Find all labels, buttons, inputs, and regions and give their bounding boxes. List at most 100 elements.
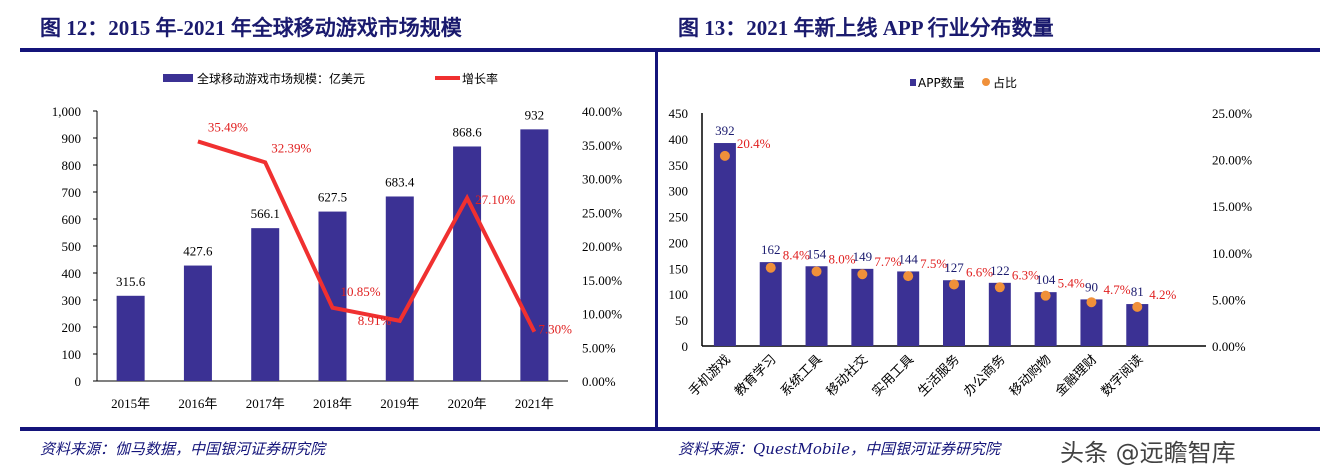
bar-label: 427.6 [183,244,213,259]
y2-tick-label: 5.00% [582,340,616,355]
line-label: 35.49% [208,119,248,134]
line-label: 10.85% [341,284,381,299]
share-dot [1132,301,1143,312]
growth-line [197,139,537,333]
x-tick-label: 教育学习 [731,352,778,399]
bar-label: 627.5 [318,190,347,205]
x-tick-label: 手机游戏 [686,352,733,399]
legend-bar-swatch [163,74,193,82]
share-label: 8.4% [783,248,810,263]
bar [759,262,782,346]
legend-bar-label: 全球移动游戏市场规模：亿美元 [197,71,365,86]
y-tick-label: 50 [675,313,688,328]
x-tick-label: 移动购物 [1006,352,1053,399]
y2-tick-label: 10.00% [1212,246,1252,261]
bar [897,271,920,346]
share-label: 20.4% [737,136,771,151]
x-tick-label: 数字阅读 [1098,352,1145,399]
bar [251,228,280,381]
y2-tick-label: 0.00% [582,374,616,389]
y-tick-label: 400 [62,266,82,281]
y2-tick-label: 20.00% [582,239,622,254]
y-tick-label: 0 [682,339,689,354]
bar-label: 868.6 [452,124,482,139]
y2-tick-label: 0.00% [1212,339,1246,354]
x-tick-label: 2016年 [178,396,217,411]
bar-label: 932 [525,107,545,122]
line-label: 7.30% [538,322,572,337]
bar [520,129,549,381]
y-tick-label: 350 [669,158,689,173]
bar [453,146,482,381]
y-tick-label: 450 [669,106,689,121]
x-tick-label: 2018年 [313,396,352,411]
bar-label: 162 [761,242,781,257]
y2-tick-label: 40.00% [582,104,622,119]
legend-dot-swatch [982,78,990,86]
y-tick-label: 200 [62,320,82,335]
y2-tick-label: 5.00% [1212,292,1246,307]
y-tick-label: 300 [669,184,689,199]
bar-label: 144 [898,251,918,266]
x-tick-label: 办公商务 [961,352,1008,399]
y2-tick-label: 35.00% [582,138,622,153]
bar [988,282,1011,346]
bar-label: 81 [1131,284,1144,299]
x-tick-label: 2021年 [515,396,554,411]
y-tick-label: 600 [62,212,82,227]
bar [713,143,736,346]
legend-line-label: 增长率 [462,71,498,86]
y-tick-label: 250 [669,210,689,225]
bar-label: 122 [990,263,1010,278]
y-tick-label: 300 [62,293,82,308]
left-source: 资料来源：伽马数据，中国银河证券研究院 [40,440,326,458]
bar-label: 315.6 [116,274,146,289]
left-chart-title: 图 12：2015 年-2021 年全球移动游戏市场规模 [40,16,462,40]
x-tick-label: 移动社交 [823,352,870,399]
bar-label: 683.4 [385,174,415,189]
y-tick-label: 900 [62,131,82,146]
bar [1126,304,1149,346]
share-dot [1086,297,1097,308]
bar [805,266,828,346]
legend-bar-swatch [910,79,916,86]
panel-divider [655,50,658,428]
bar [116,295,145,381]
x-tick-label: 2019年 [380,396,419,411]
x-tick-label: 实用工具 [869,352,916,399]
share-label: 6.6% [966,264,993,279]
share-dot [1040,290,1051,301]
line-label: 32.39% [271,140,311,155]
share-label: 7.7% [874,254,901,269]
x-tick-label: 2015年 [111,396,150,411]
bottom-rule [20,427,1320,431]
share-dot [765,262,776,273]
y-tick-label: 100 [62,347,82,362]
legend-bar-label: APP数量 [918,75,965,90]
x-tick-label: 金融理财 [1052,352,1099,399]
line-label: 8.91% [358,313,392,328]
y2-tick-label: 30.00% [582,172,622,187]
y2-tick-label: 15.00% [582,273,622,288]
y2-tick-label: 25.00% [582,205,622,220]
share-label: 6.3% [1012,267,1039,282]
share-dot [857,269,868,280]
legend-dot-label: 占比 [993,75,1017,90]
x-tick-label: 生活服务 [915,352,962,399]
y-tick-label: 700 [62,185,82,200]
share-label: 4.2% [1149,287,1176,302]
x-tick-label: 系统工具 [777,352,824,399]
share-label: 7.5% [920,256,947,271]
y2-tick-label: 25.00% [1212,106,1252,121]
share-dot [949,279,959,290]
y-tick-label: 200 [669,235,689,250]
watermark: 头条 @远瞻智库 [1060,439,1236,467]
top-rule [20,48,1320,52]
y-tick-label: 150 [669,261,689,276]
line-label: 27.10% [475,192,515,207]
share-dot [811,266,822,277]
y-tick-label: 1,000 [52,104,81,119]
x-tick-label: 2020年 [448,396,487,411]
bar-label: 127 [944,260,964,275]
